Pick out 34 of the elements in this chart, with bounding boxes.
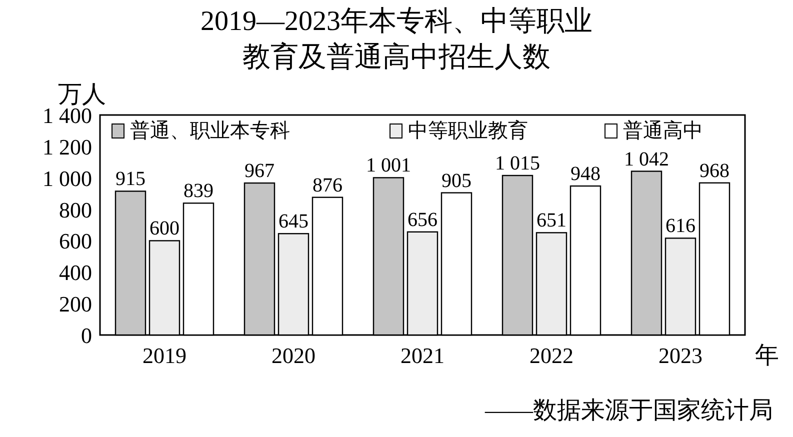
ytick: 0 [81,323,92,348]
ytick: 1 200 [42,134,92,160]
ytick: 800 [59,197,92,222]
annotation: ——数据来源于国家统计局 [485,398,773,424]
data-label: 948 [570,163,600,186]
legend-label: 普通高中 [623,120,703,142]
data-label: 656 [408,208,438,231]
xtick: 2019 [142,343,186,368]
ytick: 400 [59,260,92,286]
data-label: 839 [184,180,214,202]
title: 2019—2023年本专科、中等职业 [200,6,592,37]
legend-label: 中等职业教育 [408,120,528,142]
ytick: 600 [59,228,92,254]
xtick: 2020 [272,343,316,368]
data-label: 616 [666,215,696,238]
data-label: 967 [244,160,274,182]
data-label: 600 [150,218,180,240]
data-label: 1 042 [624,148,669,170]
ytick: 1 000 [42,166,92,191]
data-label: 876 [312,174,342,196]
data-label: 1 001 [366,154,411,177]
title: 教育及普通高中招生人数 [242,42,550,73]
data-label: 915 [116,168,146,190]
xtick: 2021 [400,343,444,368]
data-label: 645 [278,210,308,233]
xlabel: 年 [755,343,779,369]
legend-label: 普通、职业本专科 [130,120,290,142]
data-label: 968 [700,160,730,182]
ytick: 200 [59,292,92,317]
xtick: 2023 [658,343,702,368]
data-label: 651 [536,210,566,232]
xtick: 2022 [530,343,574,368]
data-label: 1 015 [495,152,540,174]
data-label: 905 [442,170,472,192]
